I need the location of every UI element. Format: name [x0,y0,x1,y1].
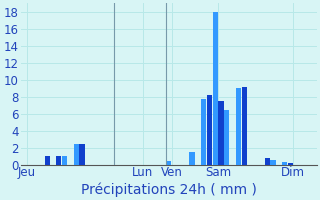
Bar [212,12,218,165]
Bar [45,156,50,165]
Bar [218,101,224,165]
Bar [74,144,79,165]
Bar [242,87,247,165]
Bar [62,156,67,165]
Bar [282,162,287,165]
Bar [166,161,172,165]
Bar [207,95,212,165]
X-axis label: Précipitations 24h ( mm ): Précipitations 24h ( mm ) [81,182,257,197]
Bar [270,160,276,165]
Bar [201,99,206,165]
Bar [56,156,61,165]
Bar [224,110,229,165]
Bar [288,163,293,165]
Bar [189,152,195,165]
Bar [265,158,270,165]
Bar [236,88,241,165]
Bar [79,144,85,165]
